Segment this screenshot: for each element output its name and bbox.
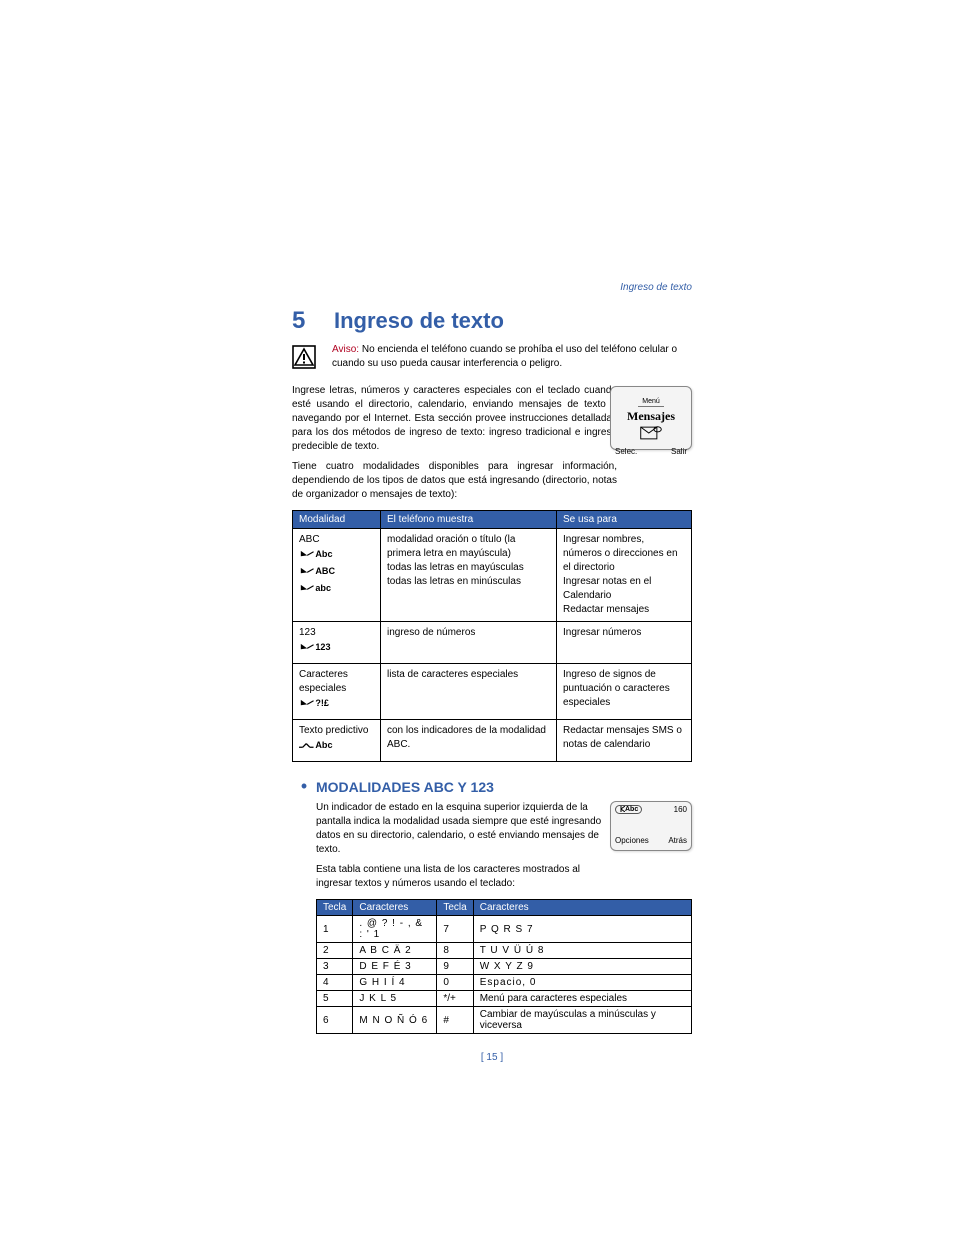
page-number: [ 15 ] [292, 1052, 692, 1063]
phone-screenshot-input: Abc 160 Opciones Atrás [610, 801, 692, 851]
section-heading: • MODALIDADES ABC Y 123 [292, 776, 692, 797]
char-cell: P Q R S 7 [473, 916, 691, 943]
char-count: 160 [674, 805, 687, 814]
char-cell: D E F É 3 [353, 959, 437, 975]
char-cell: M N O Ñ Ó 6 [353, 1007, 437, 1034]
char-cell: . @ ? ! - , & : ' 1 [353, 916, 437, 943]
phone-screenshot-messages: Menú Mensajes Selec. Salir [610, 386, 692, 450]
char-cell: G H I Í 4 [353, 975, 437, 991]
table-row: ABCAbcABCabcmodalidad oración o título (… [293, 529, 692, 622]
phone-menu-label: Menú [638, 398, 664, 407]
th-caracteres2: Caracteres [473, 900, 691, 916]
table-row: 1. @ ? ! - , & : ' 17P Q R S 7 [317, 916, 692, 943]
section-paragraph-1: Un indicador de estado en la esquina sup… [316, 801, 608, 857]
table-row: 4G H I Í 40Espacio, 0 [317, 975, 692, 991]
intro-paragraph-2: Tiene cuatro modalidades disponibles par… [292, 460, 617, 502]
char-cell: Menú para caracteres especiales [473, 991, 691, 1007]
table-row: 123123ingreso de númerosIngresar números [293, 622, 692, 664]
svg-text:?!£: ?!£ [315, 698, 329, 708]
th-modalidad: Modalidad [293, 511, 381, 529]
mode-cell: ABCAbcABCabc [293, 529, 381, 622]
envelope-icon [615, 426, 687, 445]
svg-text:Abc: Abc [315, 549, 332, 559]
warning-label: Aviso: [332, 344, 359, 355]
chapter-title: Ingreso de texto [334, 308, 504, 334]
phone-screen-title: Mensajes [615, 409, 687, 424]
th-se-usa: Se usa para [557, 511, 692, 529]
char-cell: A B C Ä 2 [353, 943, 437, 959]
char-cell: 2 [317, 943, 353, 959]
section-title: MODALIDADES ABC Y 123 [316, 779, 494, 795]
shows-cell: con los indicadores de la modalidad ABC. [381, 720, 557, 762]
char-cell: 8 [437, 943, 473, 959]
shows-cell: ingreso de números [381, 622, 557, 664]
document-page: Ingreso de texto 5 Ingreso de texto Avis… [292, 282, 692, 1063]
char-cell: 4 [317, 975, 353, 991]
breadcrumb: Ingreso de texto [292, 282, 692, 293]
svg-text:abc: abc [315, 583, 331, 593]
softkey-left: Selec. [615, 447, 637, 456]
char-cell: 3 [317, 959, 353, 975]
char-cell: 7 [437, 916, 473, 943]
th-muestra: El teléfono muestra [381, 511, 557, 529]
char-cell: 0 [437, 975, 473, 991]
svg-text:123: 123 [315, 642, 330, 652]
th-caracteres: Caracteres [353, 900, 437, 916]
phone-softkeys: Selec. Salir [615, 447, 687, 456]
shows-cell: modalidad oración o título (la primera l… [381, 529, 557, 622]
bullet-icon: • [292, 776, 316, 797]
softkey-right: Atrás [668, 836, 687, 845]
warning-icon [292, 343, 320, 374]
char-cell: T U V Ü Ú 8 [473, 943, 691, 959]
warning-text: Aviso: No encienda el teléfono cuando se… [332, 343, 692, 374]
shows-cell: lista de caracteres especiales [381, 664, 557, 720]
chapter-heading: 5 Ingreso de texto [292, 307, 692, 335]
table-row: Caracteres especiales?!£lista de caracte… [293, 664, 692, 720]
th-tecla2: Tecla [437, 900, 473, 916]
table-row: 3D E F É 39W X Y Z 9 [317, 959, 692, 975]
char-cell: 6 [317, 1007, 353, 1034]
mode-indicator-badge: Abc [615, 805, 642, 814]
mode-cell: 123123 [293, 622, 381, 664]
warning-body: No encienda el teléfono cuando se prohíb… [332, 344, 677, 369]
used-for-cell: Ingresar números [557, 622, 692, 664]
mode-indicator-text: Abc [625, 806, 638, 813]
chapter-number: 5 [292, 307, 334, 335]
table-row: 5J K L 5*/+Menú para caracteres especial… [317, 991, 692, 1007]
char-cell: Espacio, 0 [473, 975, 691, 991]
section-body: Un indicador de estado en la esquina sup… [316, 801, 692, 1034]
th-tecla: Tecla [317, 900, 353, 916]
mode-cell: Caracteres especiales?!£ [293, 664, 381, 720]
used-for-cell: Ingresar nombres, números o direcciones … [557, 529, 692, 622]
char-cell: # [437, 1007, 473, 1034]
modes-table: Modalidad El teléfono muestra Se usa par… [292, 510, 692, 762]
table-row: 6M N O Ñ Ó 6#Cambiar de mayúsculas a min… [317, 1007, 692, 1034]
intro-block: Ingrese letras, números y caracteres esp… [292, 384, 692, 502]
char-cell: J K L 5 [353, 991, 437, 1007]
svg-text:ABC: ABC [315, 566, 335, 576]
characters-table: Tecla Caracteres Tecla Caracteres 1. @ ?… [316, 899, 692, 1034]
mode-cell: Texto predictivoAbc [293, 720, 381, 762]
softkey-right: Salir [671, 447, 687, 456]
warning-block: Aviso: No encienda el teléfono cuando se… [292, 343, 692, 374]
intro-paragraph-1: Ingrese letras, números y caracteres esp… [292, 384, 617, 454]
table-row: Texto predictivoAbccon los indicadores d… [293, 720, 692, 762]
used-for-cell: Ingreso de signos de puntuación o caract… [557, 664, 692, 720]
char-cell: 5 [317, 991, 353, 1007]
used-for-cell: Redactar mensajes SMS o notas de calenda… [557, 720, 692, 762]
char-cell: */+ [437, 991, 473, 1007]
char-cell: 1 [317, 916, 353, 943]
table-row: 2A B C Ä 28T U V Ü Ú 8 [317, 943, 692, 959]
softkey-left: Opciones [615, 836, 649, 845]
char-cell: Cambiar de mayúsculas a minúsculas y vic… [473, 1007, 691, 1034]
char-cell: W X Y Z 9 [473, 959, 691, 975]
svg-text:Abc: Abc [315, 740, 332, 750]
section-paragraph-2: Esta tabla contiene una lista de los car… [316, 863, 608, 891]
char-cell: 9 [437, 959, 473, 975]
